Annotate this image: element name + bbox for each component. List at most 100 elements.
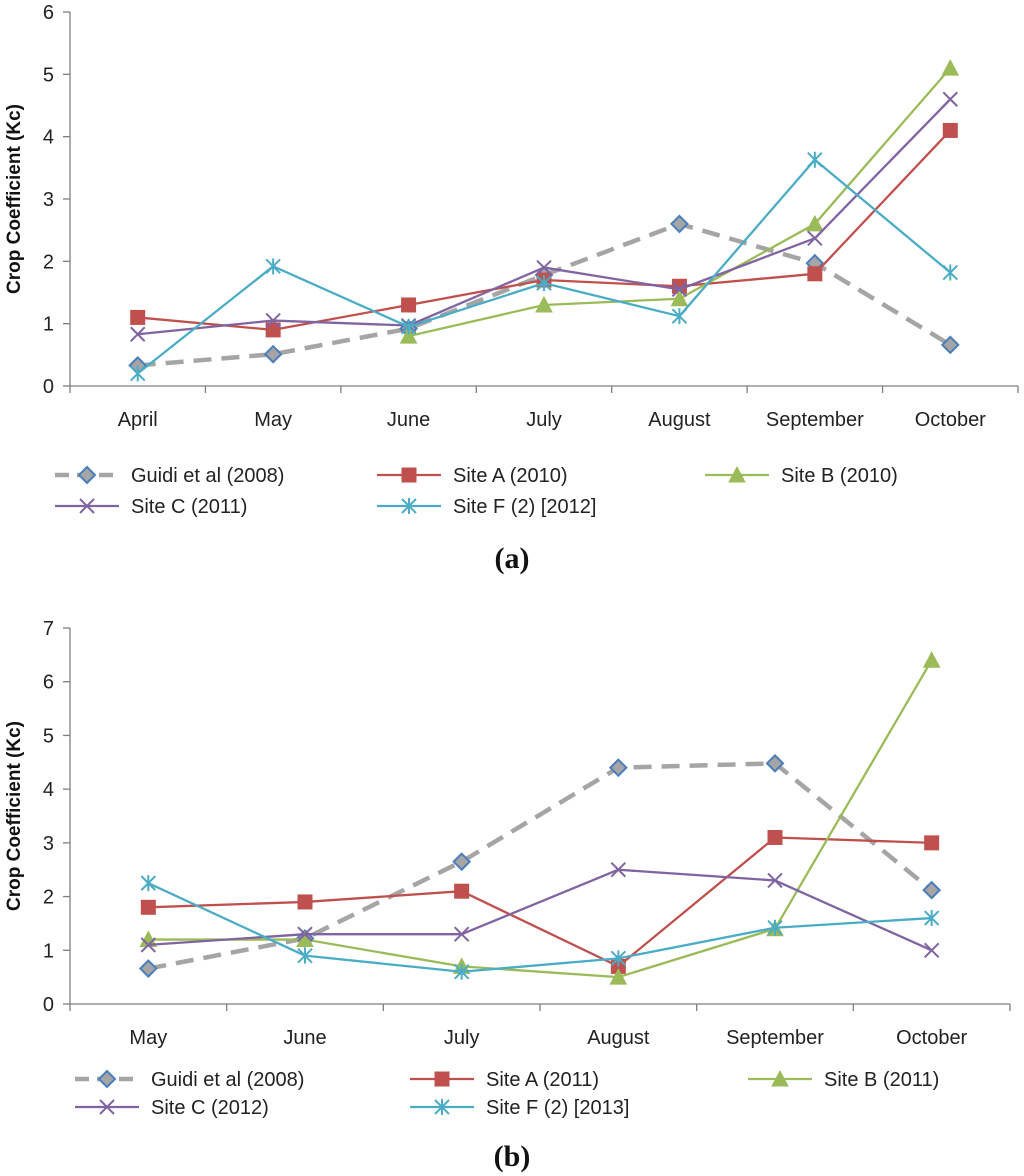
x-tick-label: October — [915, 409, 986, 431]
legend-marker — [77, 465, 97, 485]
data-point — [806, 214, 824, 232]
data-point — [297, 926, 313, 942]
data-point — [924, 835, 940, 851]
data-point — [807, 230, 823, 246]
data-point — [942, 264, 958, 281]
data-point — [130, 309, 146, 325]
legend-entry: Site B (2010) — [705, 465, 898, 487]
data-point — [140, 875, 157, 892]
data-point — [670, 214, 689, 234]
data-point — [536, 275, 552, 292]
series-line — [148, 659, 933, 979]
data-point — [140, 899, 156, 915]
data-point — [453, 926, 470, 942]
legend-marker — [728, 465, 746, 483]
legend-label: Site F (2) [2012] — [453, 496, 596, 518]
series-site-f-2-2013 — [140, 875, 940, 980]
y-tick-label: 3 — [43, 189, 54, 211]
legend-entry: Guidi et al (2008) — [75, 1069, 304, 1091]
x-tick-label: October — [896, 1027, 967, 1049]
data-point — [140, 937, 157, 953]
y-tick-label: 1 — [43, 940, 54, 962]
data-point — [453, 963, 470, 980]
data-point — [765, 753, 785, 773]
data-point — [671, 281, 688, 298]
legend-label: Site B (2011) — [824, 1069, 939, 1091]
legend-marker — [401, 467, 417, 483]
data-point — [399, 327, 418, 344]
data-point — [671, 308, 688, 325]
legend-marker — [434, 1071, 450, 1087]
x-tick-label: July — [526, 409, 562, 431]
legend-entry: Guidi et al (2008) — [55, 465, 284, 487]
series-site-c-2012 — [140, 862, 940, 958]
series-line — [147, 882, 932, 973]
series-guidi-et-al-2008 — [138, 753, 942, 978]
y-axis-title: Crop Coefficient (Kc) — [4, 104, 25, 294]
y-tick-label: 2 — [43, 251, 54, 273]
y-axis-title: Crop Coefficient (Kc) — [4, 721, 25, 911]
x-tick-label: July — [444, 1027, 480, 1049]
x-tick-label: April — [118, 409, 158, 431]
y-tick-label: 3 — [43, 833, 54, 855]
y-tick-label: 0 — [43, 994, 54, 1016]
y-tick-label: 5 — [43, 64, 54, 86]
chart-panel-a: 0 1 2 3 4 5 6 April May June July August September Oc… — [4, 2, 1019, 575]
data-point — [535, 295, 553, 313]
data-point — [923, 910, 940, 927]
y-tick-label: 6 — [43, 2, 54, 24]
legend-label: Guidi et al (2008) — [131, 465, 284, 487]
legend-marker — [771, 1069, 789, 1087]
x-tick-label: June — [387, 409, 430, 431]
data-point — [139, 930, 158, 948]
y-tick-label: 5 — [43, 725, 54, 747]
y-tick-label: 1 — [43, 314, 54, 336]
data-point — [941, 59, 960, 76]
series-line — [137, 221, 952, 368]
data-point — [767, 919, 783, 936]
data-point — [130, 365, 146, 382]
legend-entry: Site A (2010) — [377, 465, 568, 487]
y-tick-label: 2 — [43, 887, 54, 909]
data-point — [807, 151, 823, 168]
legend-marker — [401, 498, 417, 514]
data-point — [452, 852, 472, 872]
series-line — [147, 761, 934, 971]
series-line — [148, 836, 932, 968]
y-tick-label: 6 — [43, 672, 54, 694]
data-point — [454, 883, 470, 899]
data-point — [608, 758, 628, 778]
x-tick-label: June — [283, 1027, 326, 1049]
data-point — [767, 829, 783, 845]
series-site-b-2011 — [139, 651, 941, 985]
series-site-f-2-2012 — [130, 151, 958, 382]
series-site-a-2011 — [140, 829, 940, 974]
legend-marker — [79, 498, 95, 514]
data-point — [130, 326, 146, 342]
legend-label: Site F (2) [2013] — [486, 1097, 629, 1119]
legend-entry: Site C (2012) — [75, 1097, 269, 1119]
data-point — [767, 872, 783, 889]
legend-marker — [99, 1099, 115, 1115]
legend-label: Site A (2010) — [453, 465, 568, 487]
legend-entry: Site A (2011) — [410, 1069, 599, 1091]
legend-marker — [434, 1099, 450, 1115]
y-tick-label: 4 — [43, 127, 54, 149]
legend-entry: Site F (2) [2012] — [377, 496, 596, 518]
data-point — [609, 968, 628, 985]
data-point — [807, 266, 823, 282]
data-point — [401, 297, 417, 313]
legend-label: Guidi et al (2008) — [151, 1069, 304, 1091]
data-point — [263, 344, 283, 364]
legend-label: Site C (2011) — [131, 496, 247, 518]
panel-label: (b) — [494, 1140, 531, 1173]
legend-label: Site A (2011) — [486, 1069, 599, 1091]
data-point — [942, 122, 958, 138]
x-tick-label: September — [766, 409, 864, 431]
data-point — [670, 289, 689, 307]
data-point — [265, 322, 281, 338]
data-point — [940, 335, 960, 355]
y-tick-label: 7 — [43, 618, 54, 640]
data-point — [297, 947, 313, 964]
